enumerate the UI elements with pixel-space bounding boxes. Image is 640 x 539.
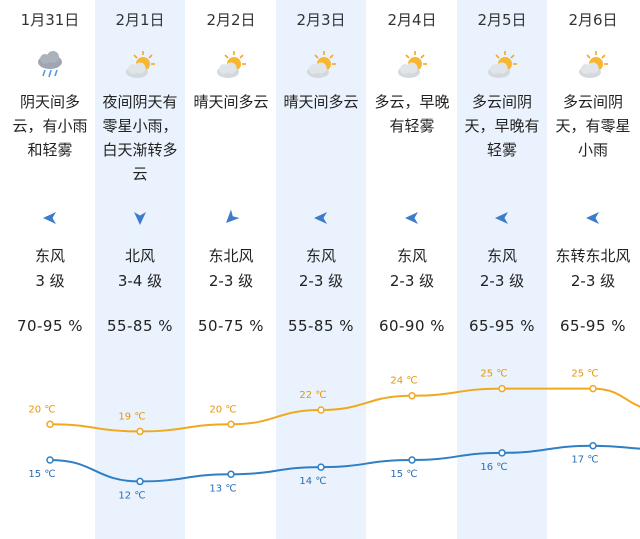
high-temp-label: 24 ℃ <box>390 376 417 387</box>
high-temp-point <box>589 384 597 393</box>
wind-level: 2-3 级 <box>298 272 344 290</box>
high-temp-point <box>408 391 416 400</box>
low-temp-label: 15 ℃ <box>390 469 417 480</box>
high-temp-label: 25 ℃ <box>571 369 598 380</box>
day-column: 2月3日晴天间多云东风 2-3 级 55-85 % <box>276 0 366 539</box>
date-label: 2月5日 <box>477 11 527 29</box>
high-temp-label: 25 ℃ <box>480 369 507 380</box>
humidity: 60-90 % <box>378 317 446 335</box>
high-temp-point <box>46 420 54 429</box>
down-arrow-icon <box>130 208 150 228</box>
wind-direction: 东风 <box>305 247 336 265</box>
high-temp-line <box>49 387 640 433</box>
weather-description: 晴天间多云 <box>283 93 359 111</box>
low-temp-point <box>408 456 416 464</box>
low-temp-label: 16 ℃ <box>480 462 507 473</box>
left-arrow-icon <box>311 208 331 228</box>
humidity: 65-95 % <box>559 317 627 335</box>
left-arrow-icon <box>492 208 512 228</box>
wind-direction: 东风 <box>486 247 517 265</box>
day-column: 2月1日夜间阴天有零星小雨，白天渐转多云北风 3-4 级 55-85 % <box>95 0 185 539</box>
weather-description: 晴天间多云 <box>193 93 269 111</box>
wind-direction: 东风 <box>396 247 427 265</box>
low-temp-point <box>136 477 144 486</box>
down-left-arrow-icon <box>221 208 241 228</box>
wind-direction: 东北风 <box>208 247 254 265</box>
low-temp-point <box>227 470 235 479</box>
wind-level: 3 级 <box>35 272 65 290</box>
weather-description: 多云间阴天，早晚有轻雾 <box>464 93 540 159</box>
wind-level: 3-4 级 <box>117 272 163 290</box>
low-temp-label: 14 ℃ <box>299 476 326 487</box>
humidity: 55-85 % <box>287 317 355 335</box>
high-temp-label: 20 ℃ <box>209 404 236 415</box>
wind-direction: 东转东北风 <box>555 247 631 265</box>
weather-description: 夜间阴天有零星小雨，白天渐转多云 <box>102 93 178 183</box>
sun-cloud-icon <box>123 49 157 83</box>
cloud-rain-icon <box>33 49 67 83</box>
humidity: 65-95 % <box>468 317 536 335</box>
weather-description: 阴天间多云，有小雨和轻雾 <box>12 93 88 159</box>
date-label: 2月6日 <box>568 11 618 29</box>
sun-cloud-icon <box>485 49 519 83</box>
date-label: 2月1日 <box>115 11 165 29</box>
low-temp-line <box>49 444 640 483</box>
humidity: 50-75 % <box>197 317 265 335</box>
day-column: 2月5日多云间阴天，早晚有轻雾东风 2-3 级 65-95 % <box>457 0 547 539</box>
high-temp-point <box>498 384 506 393</box>
low-temp-point <box>317 463 325 471</box>
high-temp-point <box>317 406 325 414</box>
day-column: 2月4日多云，早晚有轻雾东风 2-3 级 60-90 % <box>367 0 457 539</box>
weather-description: 多云，早晚有轻雾 <box>374 93 450 135</box>
wind-level: 2-3 级 <box>208 272 254 290</box>
left-arrow-icon <box>402 208 422 228</box>
day-column: 2月6日多云间阴天，有零星小雨东转东北风 2-3 级 65-95 % <box>548 0 638 539</box>
date-label: 2月4日 <box>387 11 437 29</box>
high-temp-point <box>227 420 235 429</box>
wind-level: 2-3 级 <box>570 272 616 290</box>
day-column: 2月2日晴天间多云东北风 2-3 级 50-75 % <box>186 0 276 539</box>
weather-description: 多云间阴天，有零星小雨 <box>555 93 631 159</box>
high-temp-label: 19 ℃ <box>118 411 145 422</box>
wind-level: 2-3 级 <box>389 272 435 290</box>
date-label: 2月3日 <box>296 11 346 29</box>
date-label: 1月31日 <box>20 11 80 29</box>
humidity: 70-95 % <box>16 317 84 335</box>
low-temp-point <box>589 441 597 450</box>
low-temp-label: 17 ℃ <box>571 455 598 466</box>
high-temp-point <box>136 427 144 436</box>
low-temp-label: 12 ℃ <box>118 490 145 501</box>
sun-cloud-icon <box>576 49 610 83</box>
left-arrow-icon <box>583 208 603 228</box>
wind-level: 2-3 级 <box>479 272 525 290</box>
low-temp-label: 15 ℃ <box>28 469 55 480</box>
high-temp-label: 22 ℃ <box>299 390 326 401</box>
low-temp-point <box>498 449 506 457</box>
date-label: 2月2日 <box>206 11 256 29</box>
day-column: 1月31日阴天间多云，有小雨和轻雾东风 3 级 70-95 % <box>5 0 95 539</box>
low-temp-point <box>46 456 54 464</box>
left-arrow-icon <box>40 208 60 228</box>
low-temp-label: 13 ℃ <box>209 483 236 494</box>
high-temp-label: 20 ℃ <box>28 404 55 415</box>
temperature-chart: 20 ℃ 19 ℃ 20 ℃ 22 ℃ 24 ℃ 25 ℃ 25 ℃ 15 ℃ 12 ℃ 13 ℃… <box>28 369 640 501</box>
sun-cloud-icon <box>214 49 248 83</box>
wind-direction: 东风 <box>34 247 65 265</box>
sun-cloud-icon <box>304 49 338 83</box>
wind-direction: 北风 <box>124 247 155 265</box>
humidity: 55-85 % <box>106 317 174 335</box>
sun-cloud-icon <box>395 49 429 83</box>
